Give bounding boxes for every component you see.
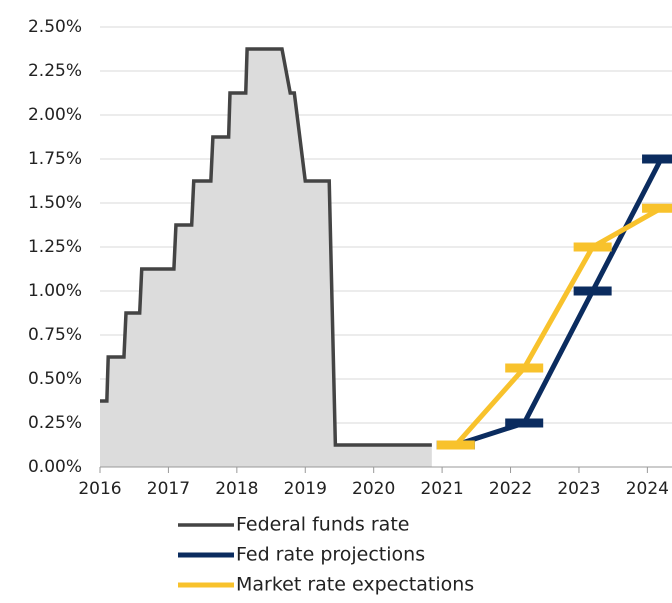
y-tick-label: 0.00% xyxy=(28,457,82,477)
x-tick-label: 2018 xyxy=(215,479,258,499)
area xyxy=(100,49,432,467)
x-tick-label: 2019 xyxy=(284,479,327,499)
y-tick-label: 2.00% xyxy=(28,105,82,125)
y-tick-label: 1.75% xyxy=(28,149,82,169)
x-tick-label: 2024 xyxy=(626,479,669,499)
y-tick-label: 2.25% xyxy=(28,61,82,81)
x-tick-label: 2016 xyxy=(78,479,121,499)
series-line xyxy=(100,47,432,447)
y-tick-label: 0.50% xyxy=(28,369,82,389)
y-tick-label: 0.25% xyxy=(28,413,82,433)
y-tick-label: 1.25% xyxy=(28,237,82,257)
series-line xyxy=(453,206,663,447)
x-tick-label: 2021 xyxy=(420,479,463,499)
y-tick-label: 1.50% xyxy=(28,193,82,213)
legend: Federal funds rate Fed rate projections Ma… xyxy=(178,514,474,596)
x-tick-label: 2023 xyxy=(557,479,600,499)
legend-label: Fed rate projections xyxy=(236,544,425,566)
legend-label: Federal funds rate xyxy=(236,514,409,536)
x-tick-label: 2020 xyxy=(352,479,395,499)
series-line xyxy=(455,157,664,448)
x-tick-label: 2022 xyxy=(489,479,532,499)
y-tick-label: 0.75% xyxy=(28,325,82,345)
y-tick-label: 2.50% xyxy=(28,17,82,37)
y-tick-label: 1.00% xyxy=(28,281,82,301)
x-tick-label: 2017 xyxy=(147,479,190,499)
legend-label: Market rate expectations xyxy=(236,574,474,596)
